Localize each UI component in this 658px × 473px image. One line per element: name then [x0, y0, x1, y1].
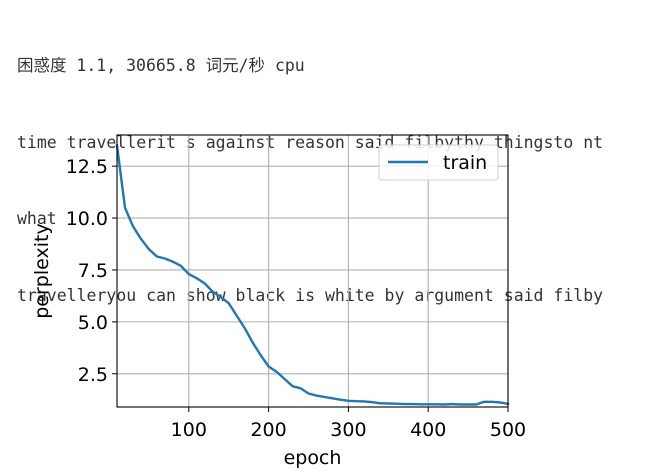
- tick-layer: 100 200 300 400 500 2.5 5.0 7.5 10.0 12.5: [66, 156, 526, 441]
- output-line-perplexity: 困惑度 1.1, 30665.8 词元/秒 cpu: [17, 56, 305, 75]
- y-tick-label: 2.5: [78, 364, 108, 386]
- x-axis-label: epoch: [284, 447, 342, 469]
- x-tick-label: 400: [410, 419, 446, 441]
- legend-box: [378, 144, 499, 181]
- x-tick-label: 100: [171, 419, 207, 441]
- x-tick-label: 500: [490, 419, 526, 441]
- y-axis-label: perplexity: [31, 223, 53, 318]
- x-tick-label: 200: [250, 419, 286, 441]
- series-line-train: [115, 144, 510, 406]
- legend: train: [378, 144, 499, 181]
- console-output: 困惑度 1.1, 30665.8 词元/秒 cpu time traveller…: [17, 2, 603, 334]
- legend-label-train: train: [443, 152, 487, 174]
- y-tick-label: 5.0: [78, 312, 108, 334]
- y-tick-label: 12.5: [66, 156, 108, 178]
- y-tick-label: 10.0: [66, 208, 108, 230]
- plot-frame: [116, 134, 509, 408]
- plot-border: [116, 134, 509, 408]
- output-line-prediction-2: travelleryou can show black is white by …: [17, 285, 604, 305]
- y-tick-label: 7.5: [78, 260, 108, 282]
- x-tick-label: 300: [330, 419, 366, 441]
- series-layer: [115, 144, 510, 406]
- output-line-prediction-1-wrap: what: [17, 209, 57, 228]
